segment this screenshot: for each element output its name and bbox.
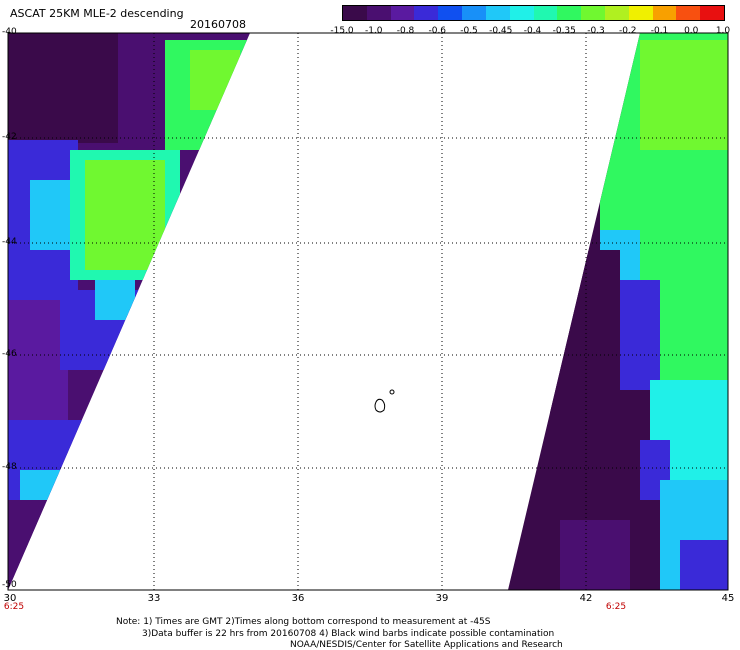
y-tick-label: -46 xyxy=(2,349,17,359)
x-tick-label: 39 xyxy=(435,593,449,604)
y-tick-label: -40 xyxy=(2,27,17,37)
colorbar-tick-label: -0.6 xyxy=(428,26,447,36)
colorbar-swatch xyxy=(581,6,605,20)
colorbar-swatch xyxy=(462,6,486,20)
colorbar-tick-label: 1.0 xyxy=(715,26,731,36)
colorbar-swatch xyxy=(604,6,629,20)
island-outline xyxy=(374,389,395,413)
colorbar-tick-label: -0.45 xyxy=(489,26,513,36)
y-tick-label: -44 xyxy=(2,237,17,247)
colorbar-swatch xyxy=(366,6,391,20)
right-time-label: 6:25 xyxy=(605,602,627,612)
x-tick-label: 30 xyxy=(3,593,17,604)
colorbar-swatch xyxy=(700,6,724,20)
colorbar-swatch xyxy=(628,6,653,20)
gridlines xyxy=(8,32,728,590)
colorbar-swatch xyxy=(343,6,367,20)
colorbar-swatch xyxy=(533,6,558,20)
colorbar-swatch xyxy=(509,6,534,20)
colorbar-swatch xyxy=(652,6,677,20)
colorbar-swatch xyxy=(676,6,701,20)
y-tick-label: -50 xyxy=(2,580,17,590)
colorbar-tick-label: -0.4 xyxy=(523,26,542,36)
left-swath xyxy=(8,33,250,590)
colorbar-tick-label: -0.35 xyxy=(552,26,576,36)
map-title: ASCAT 25KM MLE-2 descending xyxy=(10,7,184,20)
x-tick-label: 45 xyxy=(721,593,735,604)
colorbar-tick-label: -0.1 xyxy=(650,26,669,36)
left-time-label: 6:25 xyxy=(3,602,25,612)
y-tick-label: -48 xyxy=(2,462,17,472)
colorbar-swatch xyxy=(557,6,582,20)
colorbar-tick-label: -0.5 xyxy=(460,26,478,36)
y-tick-label: -42 xyxy=(2,132,17,142)
colorbar-tick-label: 0.0 xyxy=(684,26,699,36)
note-line-1: Note: 1) Times are GMT 2)Times along bot… xyxy=(116,617,491,627)
x-tick-label: 33 xyxy=(147,593,161,604)
x-tick-label: 42 xyxy=(579,593,593,604)
colorbar-swatch xyxy=(438,6,463,20)
colorbar-swatch xyxy=(485,6,510,20)
colorbar-tick-label: -0.3 xyxy=(587,26,605,36)
colorbar-swatch xyxy=(390,6,415,20)
colorbar-tick-label: -15.0 xyxy=(330,26,354,36)
x-tick-label: 36 xyxy=(291,593,305,604)
colorbar-swatch xyxy=(414,6,439,20)
note-line-3: NOAA/NESDIS/Center for Satellite Applica… xyxy=(290,640,563,650)
note-line-2: 3)Data buffer is 22 hrs from 20160708 4)… xyxy=(142,629,555,639)
colorbar-tick-label: -0.2 xyxy=(618,26,637,36)
colorbar-tick-label: -0.8 xyxy=(396,26,415,36)
colorbar xyxy=(342,5,725,21)
colorbar-tick-label: -1.0 xyxy=(364,26,383,36)
plot-frame xyxy=(7,32,729,591)
map-date: 20160708 xyxy=(190,18,246,31)
right-swath xyxy=(508,33,728,590)
